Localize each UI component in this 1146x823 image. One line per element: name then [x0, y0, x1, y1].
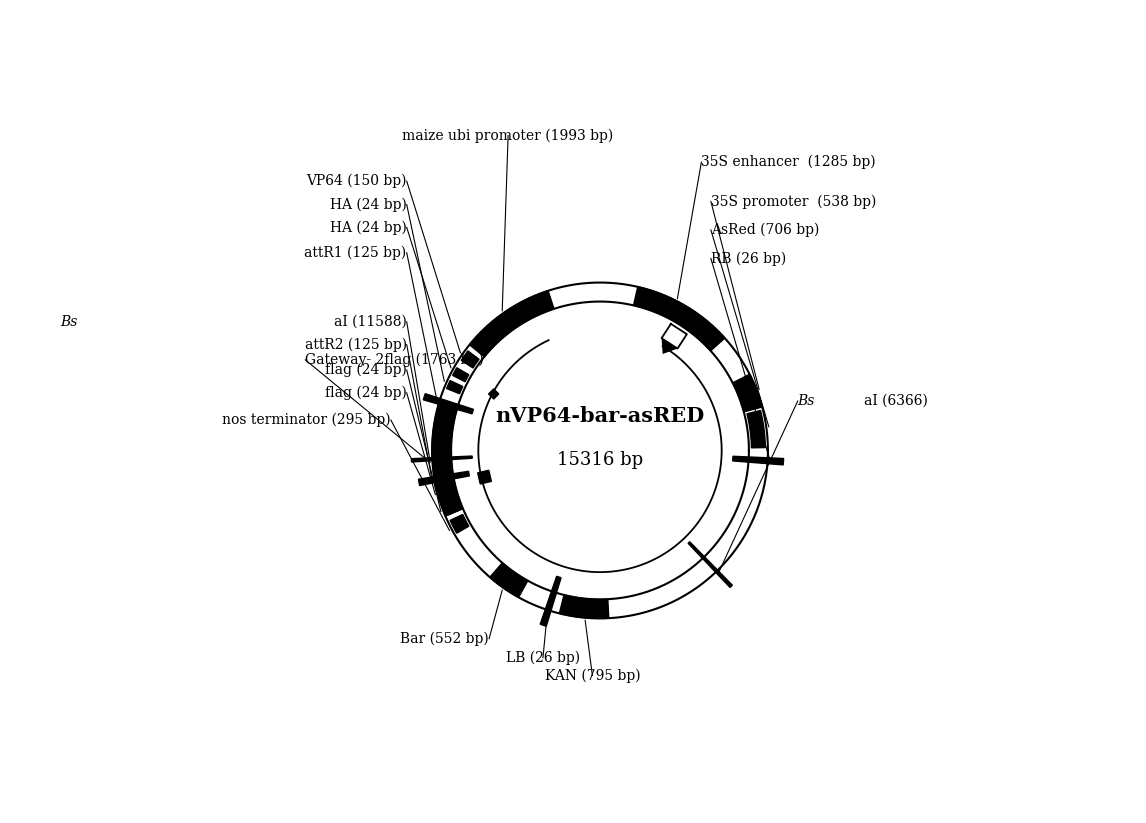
Polygon shape — [462, 351, 479, 368]
Polygon shape — [453, 368, 469, 382]
Polygon shape — [447, 380, 463, 393]
Text: nos terminator (295 bp): nos terminator (295 bp) — [222, 413, 391, 427]
Text: HA (24 bp): HA (24 bp) — [330, 198, 407, 212]
Polygon shape — [688, 542, 732, 588]
Text: Bs: Bs — [798, 394, 815, 408]
Text: HA (24 bp): HA (24 bp) — [330, 221, 407, 235]
Text: aI (6366): aI (6366) — [864, 394, 927, 408]
Polygon shape — [488, 389, 499, 399]
Text: LB (26 bp): LB (26 bp) — [505, 650, 580, 665]
Text: maize ubi promoter (1993 bp): maize ubi promoter (1993 bp) — [402, 128, 614, 142]
Polygon shape — [540, 576, 562, 626]
Polygon shape — [444, 500, 461, 515]
Text: attR2 (125 bp): attR2 (125 bp) — [305, 337, 407, 352]
Text: Bar (552 bp): Bar (552 bp) — [400, 631, 489, 646]
Polygon shape — [732, 374, 762, 412]
Text: 35S promoter  (538 bp): 35S promoter (538 bp) — [711, 194, 877, 208]
Polygon shape — [418, 472, 470, 486]
Text: 35S enhancer  (1285 bp): 35S enhancer (1285 bp) — [701, 155, 876, 170]
Polygon shape — [747, 411, 766, 448]
Polygon shape — [634, 287, 724, 351]
Text: Bs: Bs — [60, 315, 77, 329]
Polygon shape — [478, 470, 492, 484]
Polygon shape — [450, 514, 469, 533]
Polygon shape — [559, 595, 609, 618]
Text: KAN (795 bp): KAN (795 bp) — [544, 668, 641, 682]
Text: 15316 bp: 15316 bp — [557, 451, 643, 469]
Polygon shape — [439, 485, 455, 499]
Polygon shape — [432, 404, 463, 516]
Polygon shape — [489, 563, 528, 597]
Polygon shape — [411, 456, 472, 462]
Text: attR1 (125 bp): attR1 (125 bp) — [305, 245, 407, 260]
Polygon shape — [423, 393, 473, 414]
Polygon shape — [661, 338, 677, 354]
Polygon shape — [732, 456, 784, 465]
Text: Gateway- 2flag (1763 bp): Gateway- 2flag (1763 bp) — [305, 352, 484, 367]
Text: VP64 (150 bp): VP64 (150 bp) — [306, 174, 407, 188]
Text: RB (26 bp): RB (26 bp) — [711, 251, 786, 266]
Text: flag (24 bp): flag (24 bp) — [324, 386, 407, 400]
Text: nVP64-bar-asRED: nVP64-bar-asRED — [495, 406, 705, 425]
Text: flag (24 bp): flag (24 bp) — [324, 363, 407, 377]
Text: AsRed (706 bp): AsRed (706 bp) — [711, 223, 819, 237]
Text: aI (11588): aI (11588) — [333, 315, 407, 329]
Polygon shape — [470, 291, 554, 356]
